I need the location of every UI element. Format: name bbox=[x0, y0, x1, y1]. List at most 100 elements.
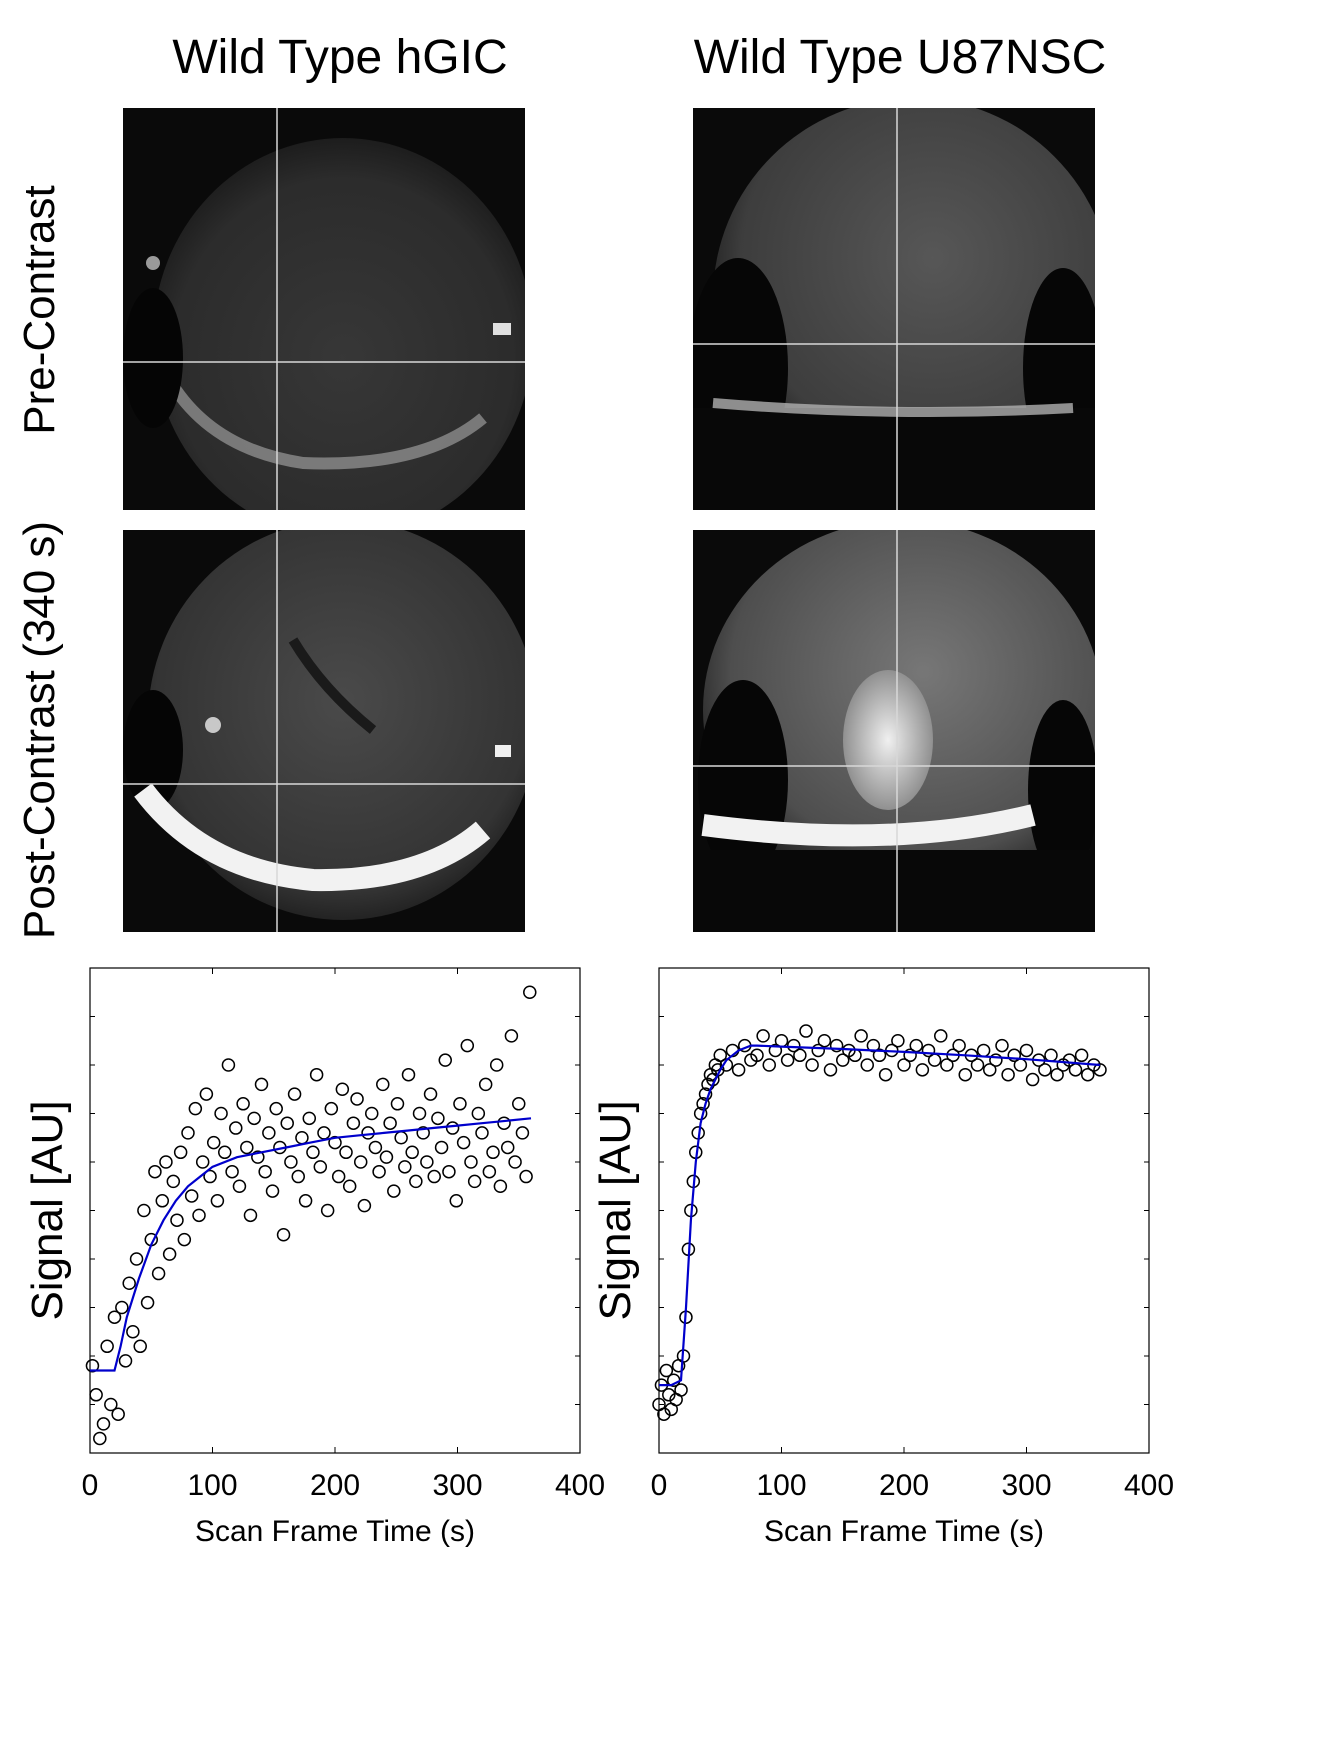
x-tick-label: 0 bbox=[82, 1469, 99, 1502]
data-point bbox=[342, 1179, 357, 1193]
data-point bbox=[698, 1087, 713, 1101]
data-point bbox=[464, 1155, 478, 1169]
data-point bbox=[218, 1145, 232, 1160]
data-point bbox=[372, 1164, 386, 1179]
data-point bbox=[306, 1145, 320, 1160]
data-point bbox=[512, 1097, 526, 1111]
data-point bbox=[324, 1101, 339, 1116]
data-point bbox=[166, 1174, 181, 1189]
data-point bbox=[390, 1097, 405, 1111]
data-point bbox=[482, 1164, 497, 1179]
data-point bbox=[657, 1407, 671, 1421]
data-point bbox=[995, 1038, 1009, 1053]
data-point bbox=[221, 1058, 236, 1072]
data-point bbox=[970, 1058, 985, 1072]
data-point bbox=[353, 1155, 368, 1169]
data-point bbox=[298, 1194, 313, 1208]
data-point bbox=[265, 1184, 280, 1198]
data-point bbox=[269, 1101, 283, 1116]
data-point bbox=[940, 1058, 954, 1072]
data-point bbox=[774, 1034, 789, 1048]
data-point bbox=[799, 1024, 813, 1038]
data-point bbox=[878, 1067, 893, 1082]
data-point bbox=[915, 1063, 930, 1077]
data-point bbox=[214, 1106, 228, 1121]
data-point bbox=[762, 1058, 776, 1072]
x-axis-label: Scan Frame Time (s) bbox=[764, 1515, 1044, 1548]
data-point bbox=[85, 1358, 100, 1373]
data-point bbox=[243, 1208, 258, 1223]
data-point bbox=[229, 1121, 243, 1135]
data-point bbox=[523, 985, 537, 999]
data-point bbox=[449, 1194, 464, 1208]
data-point bbox=[817, 1034, 832, 1048]
data-point bbox=[313, 1160, 328, 1174]
data-point bbox=[731, 1063, 746, 1077]
data-point bbox=[96, 1417, 111, 1431]
data-point bbox=[500, 1140, 515, 1155]
data-point bbox=[210, 1194, 225, 1208]
x-tick-label: 300 bbox=[1001, 1469, 1051, 1502]
data-point bbox=[251, 1150, 265, 1164]
data-point bbox=[170, 1213, 184, 1227]
data-point bbox=[489, 1058, 504, 1072]
y-axis-label: Signal [AU] bbox=[591, 1100, 640, 1320]
data-point bbox=[262, 1126, 276, 1140]
data-point bbox=[1093, 1063, 1107, 1077]
data-point bbox=[107, 1310, 122, 1324]
data-point bbox=[497, 1116, 511, 1130]
mri-hgic-post-contrast bbox=[123, 530, 525, 932]
data-point bbox=[836, 1053, 850, 1067]
data-point bbox=[203, 1169, 217, 1184]
data-point bbox=[467, 1174, 482, 1189]
data-point bbox=[365, 1106, 379, 1121]
data-point bbox=[162, 1247, 177, 1261]
data-point bbox=[453, 1097, 467, 1111]
data-point bbox=[515, 1126, 530, 1140]
mri-u87nsc-post-contrast bbox=[693, 530, 1095, 932]
data-point bbox=[1062, 1053, 1077, 1067]
data-point bbox=[177, 1232, 192, 1247]
column-title-u87nsc: Wild Type U87NSC bbox=[693, 31, 1107, 84]
data-point bbox=[438, 1053, 452, 1067]
data-point bbox=[155, 1194, 170, 1208]
data-point bbox=[445, 1121, 460, 1135]
data-point bbox=[412, 1106, 427, 1121]
data-point bbox=[1038, 1063, 1052, 1077]
data-point bbox=[409, 1174, 423, 1189]
data-point bbox=[195, 1155, 210, 1169]
data-point bbox=[339, 1145, 353, 1160]
data-point bbox=[780, 1053, 795, 1067]
data-point bbox=[137, 1203, 151, 1218]
data-point bbox=[934, 1029, 948, 1043]
data-point bbox=[89, 1388, 103, 1402]
data-point bbox=[416, 1126, 430, 1140]
data-point bbox=[111, 1407, 125, 1421]
chart-u87nsc: 0 100 200 300 400 Scan Frame Time (s) Signal [… bbox=[591, 967, 1174, 1548]
data-point bbox=[280, 1116, 294, 1130]
data-point bbox=[478, 1077, 493, 1092]
data-point bbox=[140, 1295, 155, 1310]
data-point bbox=[357, 1198, 372, 1213]
x-tick-label: 100 bbox=[756, 1469, 806, 1502]
data-point bbox=[1007, 1048, 1021, 1063]
data-point bbox=[387, 1184, 401, 1198]
data-point bbox=[302, 1111, 317, 1126]
data-point bbox=[674, 1383, 688, 1397]
data-point bbox=[519, 1169, 533, 1184]
data-point bbox=[346, 1116, 361, 1130]
data-point bbox=[232, 1179, 247, 1193]
data-point bbox=[431, 1111, 445, 1126]
x-tick-label: 200 bbox=[879, 1469, 929, 1502]
data-point bbox=[199, 1087, 214, 1101]
data-point bbox=[394, 1131, 408, 1145]
data-point bbox=[100, 1339, 114, 1354]
data-point bbox=[976, 1043, 991, 1058]
data-point bbox=[1081, 1067, 1095, 1082]
data-point bbox=[823, 1063, 838, 1077]
data-point bbox=[93, 1431, 107, 1446]
data-point bbox=[335, 1082, 350, 1096]
data-point bbox=[401, 1067, 416, 1082]
fit-curve bbox=[90, 1117, 532, 1372]
